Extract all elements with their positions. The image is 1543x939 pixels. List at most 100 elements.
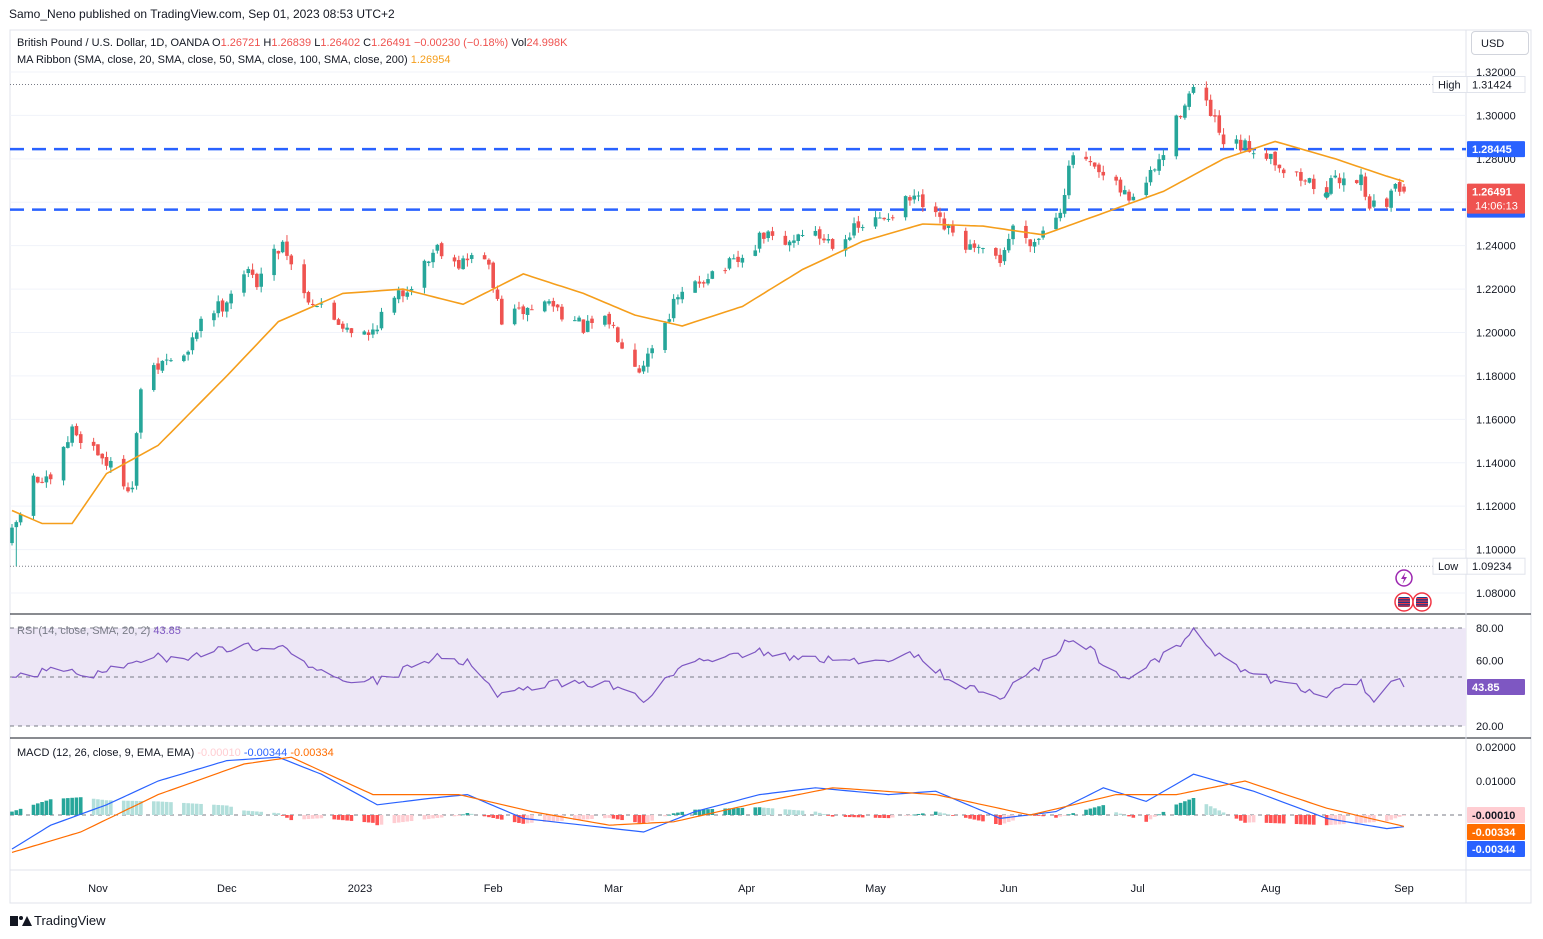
candle: [426, 260, 431, 267]
candle-body: [646, 353, 650, 367]
candle-body: [1037, 238, 1041, 240]
candle: [242, 270, 246, 297]
candle-body: [615, 327, 620, 342]
tradingview-brand[interactable]: TradingView: [10, 913, 106, 928]
candle-body: [70, 426, 74, 443]
macd-histogram-bar: [1054, 815, 1058, 818]
macd-histogram-bar: [1354, 815, 1359, 824]
flag-stripe: [1416, 603, 1428, 605]
candle-body: [1054, 217, 1058, 230]
candle-body: [667, 319, 672, 322]
candle: [908, 195, 912, 206]
macd-histogram-bar: [753, 807, 758, 815]
candle: [753, 244, 758, 257]
candle: [663, 321, 667, 354]
candle-body: [1217, 115, 1222, 133]
candle: [439, 241, 444, 260]
macd-histogram-bar: [482, 815, 487, 817]
candle-body: [349, 328, 354, 334]
macd-histogram-bar: [336, 815, 341, 820]
price-tick-label: 1.22000: [1476, 284, 1516, 296]
macd-histogram-bar: [680, 811, 685, 815]
macd-histogram-bar: [345, 815, 349, 821]
macd-histogram-bar: [1122, 815, 1127, 816]
candle: [48, 472, 53, 485]
candle-body: [422, 260, 427, 288]
candle-body: [770, 231, 775, 236]
flag-stripe: [1398, 603, 1410, 605]
candle-body: [916, 195, 921, 197]
horizontal-levels[interactable]: [10, 147, 1466, 211]
candle-body: [1187, 93, 1191, 107]
macd-histogram-bar: [731, 808, 736, 815]
candle: [766, 230, 770, 242]
candle: [1311, 174, 1316, 195]
candle-body: [1251, 153, 1256, 155]
candle-body: [946, 225, 951, 228]
event-icons[interactable]: [1323, 192, 1432, 612]
macd-histogram-bar: [693, 809, 697, 815]
candle-body: [1385, 198, 1389, 207]
candle: [126, 482, 130, 493]
macd-histogram-bar: [1118, 813, 1123, 815]
legend-part: RSI (14, close, SMA, 20, 2): [17, 625, 153, 637]
candle: [289, 254, 294, 271]
candle-body: [585, 320, 590, 332]
candle-body: [1161, 155, 1166, 161]
macd-histogram-bar: [727, 808, 732, 815]
macd-histogram-bar: [332, 815, 337, 820]
candle: [1161, 149, 1166, 167]
macd-histogram-bar: [44, 800, 49, 815]
legend-part: 43.85: [153, 625, 181, 637]
candle-body: [66, 442, 70, 448]
macd-histogram-bar: [1062, 815, 1067, 816]
macd-histogram-bar: [766, 808, 770, 815]
legend-part: H: [263, 37, 271, 49]
candle-body: [40, 481, 44, 483]
candle-body: [620, 342, 624, 349]
candle: [800, 229, 805, 237]
candle: [371, 323, 375, 339]
candle: [1389, 188, 1393, 212]
macd-histogram-bar: [1208, 806, 1213, 815]
candle: [796, 233, 801, 245]
macd-histogram-bar: [676, 812, 680, 815]
currency-button[interactable]: USD: [1471, 31, 1529, 55]
macd-histogram-bar: [225, 805, 229, 815]
macd-histogram-bar: [40, 802, 44, 815]
candle: [912, 189, 917, 204]
candle: [1393, 183, 1398, 192]
candle: [770, 226, 775, 241]
lightning-event-icon[interactable]: [1395, 569, 1413, 587]
candle: [220, 298, 225, 317]
candle-body: [1324, 187, 1329, 196]
macd-histogram-bar: [1187, 799, 1191, 815]
macd-histogram-bar: [1385, 815, 1389, 822]
candle-body: [74, 425, 79, 436]
macd-histogram-bar: [362, 815, 367, 823]
candle: [517, 301, 521, 310]
economic-event-flag-icon[interactable]: [1412, 592, 1432, 612]
candle-body: [310, 303, 315, 305]
candle-body: [306, 292, 311, 303]
macd-histogram-bar: [736, 808, 740, 815]
candle: [826, 233, 831, 244]
candle: [1363, 172, 1368, 201]
time-tick-label: Sep: [1394, 883, 1414, 895]
candle: [676, 294, 680, 305]
candle: [998, 248, 1002, 267]
candle-body: [976, 246, 981, 248]
candle-body: [933, 206, 938, 213]
dividend-dot[interactable]: [1323, 192, 1330, 198]
candle: [194, 330, 199, 342]
macd-histogram-bar: [796, 810, 801, 815]
candle: [1174, 114, 1179, 160]
candle-body: [100, 453, 105, 459]
macd-histogram-bar: [1002, 815, 1007, 824]
economic-event-flag-icon[interactable]: [1394, 592, 1414, 612]
candle: [66, 436, 70, 449]
candle-body: [860, 227, 865, 229]
candle-body: [18, 514, 23, 523]
candle-body: [963, 230, 968, 250]
